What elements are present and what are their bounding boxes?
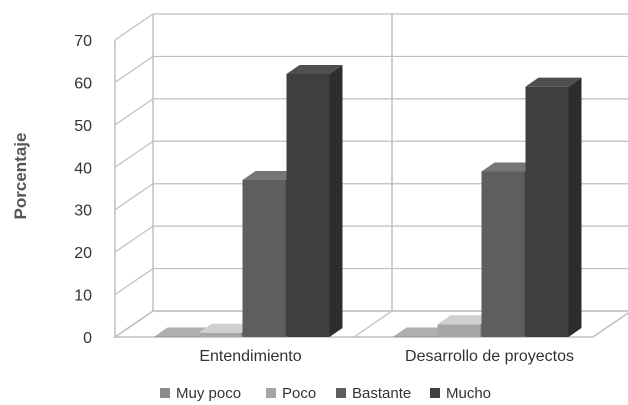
legend-swatch (160, 388, 170, 398)
gridline-side (114, 98, 154, 126)
bar-side (568, 77, 582, 338)
y-axis-label: Porcentaje (11, 133, 30, 220)
legend-label: Muy poco (176, 385, 241, 402)
legend-label: Poco (282, 385, 316, 402)
bar-front (481, 171, 525, 337)
legend-item: Mucho (430, 385, 491, 402)
y-tick-label: 60 (74, 75, 92, 92)
bar-top (286, 64, 343, 74)
legend-item: Bastante (336, 385, 411, 402)
legend-item: Poco (266, 385, 316, 402)
bars (154, 64, 582, 338)
bar-mucho-1 (525, 77, 582, 338)
bar-front (154, 336, 198, 337)
gridline-side (114, 140, 154, 168)
y-tick-label: 10 (74, 288, 92, 305)
gridline-side (114, 310, 154, 338)
bar-top (525, 77, 582, 87)
y-tick-label: 70 (74, 33, 92, 50)
gridline-side (114, 55, 154, 83)
y-tick-label: 20 (74, 245, 92, 262)
gridline-side (114, 268, 154, 296)
y-tick-label: 0 (83, 330, 92, 347)
bar-front (242, 180, 286, 337)
legend-label: Bastante (352, 385, 411, 402)
y-tick-label: 30 (74, 203, 92, 220)
legend-item: Muy poco (160, 385, 241, 402)
category-label: Entendimiento (199, 348, 301, 365)
bar-top (242, 171, 299, 181)
category-label: Desarrollo de proyectos (405, 348, 574, 365)
bar-mucho-0 (286, 64, 343, 337)
bar-top (437, 315, 494, 325)
legend-swatch (266, 388, 276, 398)
legend-swatch (430, 388, 440, 398)
y-tick-label: 40 (74, 160, 92, 177)
bar-side (329, 64, 343, 337)
y-tick-label: 50 (74, 118, 92, 135)
bar-front (393, 336, 437, 337)
gridline-side (114, 13, 154, 41)
legend-swatch (336, 388, 346, 398)
category-labels: Entendimiento Desarrollo de proyectos (199, 348, 574, 365)
legend: Muy poco Poco Bastante Mucho (160, 385, 491, 402)
bar-front (437, 324, 481, 337)
bar-front (286, 73, 330, 337)
bar-front (198, 332, 242, 337)
bar-top (198, 323, 255, 333)
bar-front (525, 86, 569, 338)
bar-top (393, 327, 450, 337)
y-tick-labels: 0 10 20 30 40 50 60 70 (74, 33, 92, 347)
legend-label: Mucho (446, 385, 491, 402)
gridline-side (114, 225, 154, 253)
bar-top (154, 327, 211, 337)
gridline-side (114, 183, 154, 211)
floor-divider (353, 310, 393, 338)
bar-top (481, 162, 538, 172)
